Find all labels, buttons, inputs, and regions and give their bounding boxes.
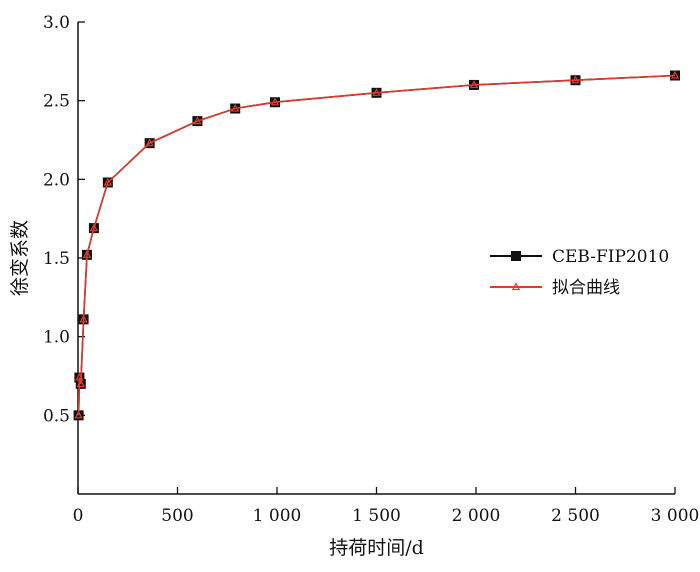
y-tick-label: 3.0 <box>43 13 70 33</box>
triangle-marker <box>193 116 202 125</box>
legend: CEB-FIP2010 拟合曲线 <box>490 247 669 298</box>
y-tick-label: 0.5 <box>43 406 70 426</box>
triangle-marker <box>372 88 381 96</box>
y-tick-label: 1.5 <box>43 249 70 269</box>
legend-label: 拟合曲线 <box>552 278 620 298</box>
x-tick-label: 2 000 <box>452 506 501 526</box>
x-tick-label: 2 500 <box>551 506 600 526</box>
y-tick-label: 2.5 <box>43 92 70 112</box>
square-marker <box>73 410 84 421</box>
legend-label: CEB-FIP2010 <box>552 247 669 267</box>
triangle-marker <box>79 314 88 323</box>
triangle-marker <box>103 177 113 186</box>
x-tick-label: 1 000 <box>253 506 302 526</box>
x-axis-title: 持荷时间/d <box>329 537 424 559</box>
legend-item: CEB-FIP2010 <box>490 247 669 267</box>
triangle-marker <box>145 138 154 147</box>
triangle-marker <box>89 223 99 232</box>
legend-marker <box>511 251 521 261</box>
square-marker <box>670 70 680 81</box>
legend-item: 拟合曲线 <box>490 278 620 298</box>
y-axis-title: 徐变系数 <box>9 220 31 296</box>
x-tick-label: 0 <box>73 506 84 526</box>
x-tick-label: 3 000 <box>651 506 700 526</box>
triangle-marker <box>469 80 479 89</box>
series-layer <box>73 70 680 421</box>
y-tick-label: 2.0 <box>43 170 70 190</box>
series-1 <box>74 70 680 419</box>
series-0 <box>73 70 680 421</box>
x-tick-label: 1 500 <box>352 506 401 526</box>
triangle-marker <box>571 75 580 84</box>
triangle-marker <box>270 97 280 106</box>
triangle-marker <box>82 250 92 258</box>
triangle-marker <box>231 103 240 112</box>
axes: 0 500 1 000 1 500 2 000 2 500 3 000 0.5 1.0 1.5 2.… <box>43 13 699 526</box>
triangle-marker <box>76 379 85 387</box>
series-line <box>77 74 676 416</box>
triangle-marker <box>74 410 83 419</box>
legend-marker <box>511 282 521 291</box>
triangle-marker <box>75 372 84 381</box>
series-line <box>77 74 676 416</box>
y-tick-label: 1.0 <box>43 328 70 348</box>
x-tick-label: 500 <box>161 506 193 526</box>
triangle-marker <box>670 70 680 79</box>
